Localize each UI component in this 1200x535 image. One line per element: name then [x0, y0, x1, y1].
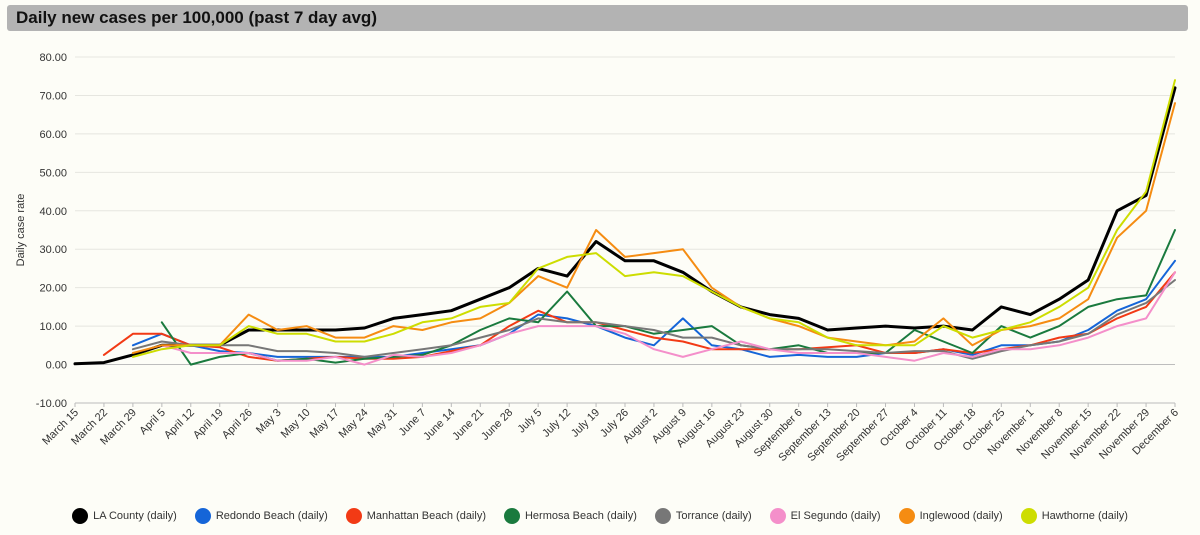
legend-label: Hermosa Beach (daily)	[524, 510, 637, 522]
y-axis-label: Daily case rate	[15, 194, 27, 267]
legend-label: LA County (daily)	[93, 510, 177, 522]
legend-item[interactable]: Hawthorne (daily)	[1020, 508, 1128, 524]
legend-item[interactable]: Torrance (daily)	[654, 508, 752, 524]
legend-swatch	[1020, 508, 1037, 524]
y-tick-label: -10.00	[36, 398, 67, 410]
chart-title: Daily new cases per 100,000 (past 7 day …	[16, 8, 377, 27]
legend-item[interactable]: El Segundo (daily)	[769, 508, 881, 524]
y-tick-label: 20.00	[39, 283, 67, 295]
x-tick-label: July 12	[540, 407, 573, 440]
y-tick-label: 80.00	[39, 52, 67, 64]
series-line-2	[102, 271, 1176, 362]
x-tick-label: May 31	[366, 407, 400, 441]
legend-label: Inglewood (daily)	[919, 510, 1003, 522]
legend-label: Manhattan Beach (daily)	[366, 510, 486, 522]
y-tick-label: 0.00	[46, 360, 67, 372]
legend-swatch	[194, 508, 211, 524]
chart-title-bar: Daily new cases per 100,000 (past 7 day …	[7, 5, 1188, 31]
x-tick-label: April 19	[191, 407, 226, 442]
series-line-4	[131, 279, 1176, 360]
legend-swatch	[898, 508, 915, 524]
legend-swatch	[345, 508, 362, 524]
legend-item[interactable]: Inglewood (daily)	[898, 508, 1003, 524]
line-chart: -10.00 0.00 10.00 20.00 30.00 40.00 50.00 60.00…	[15, 52, 1181, 464]
series-line-1	[131, 259, 1176, 358]
legend-swatch	[503, 508, 520, 524]
legend-label: Hawthorne (daily)	[1041, 510, 1128, 522]
series-line-0	[73, 86, 1177, 366]
legend-item[interactable]: Redondo Beach (daily)	[194, 508, 328, 524]
y-tick-label: 40.00	[39, 206, 67, 218]
series-line-5	[160, 271, 1176, 366]
x-tick-label: May 24	[337, 407, 371, 441]
x-tick-label: May 10	[279, 407, 313, 441]
series-line-7	[131, 79, 1176, 358]
x-tick-label: April 26	[220, 407, 255, 442]
legend-swatch	[72, 508, 89, 524]
legend-item[interactable]: LA County (daily)	[72, 508, 177, 524]
legend-item[interactable]: Hermosa Beach (daily)	[503, 508, 637, 524]
series-line-6	[131, 102, 1176, 354]
x-tick-label: April 12	[162, 407, 197, 442]
y-tick-label: 50.00	[39, 167, 67, 179]
chart-legend: LA County (daily) Redondo Beach (daily) Ma…	[0, 505, 1200, 527]
legend-label: Redondo Beach (daily)	[215, 510, 328, 522]
y-tick-label: 70.00	[39, 90, 67, 102]
y-tick-label: 30.00	[39, 244, 67, 256]
legend-swatch	[769, 508, 786, 524]
x-tick-label: June 28	[479, 407, 515, 443]
x-tick-label: May 17	[308, 407, 342, 441]
y-tick-label: 10.00	[39, 321, 67, 333]
legend-label: Torrance (daily)	[675, 510, 752, 522]
legend-item[interactable]: Manhattan Beach (daily)	[345, 508, 486, 524]
x-tick-label: July 19	[569, 407, 602, 440]
y-tick-label: 60.00	[39, 129, 67, 141]
legend-label: El Segundo (daily)	[790, 510, 881, 522]
legend-swatch	[654, 508, 671, 524]
